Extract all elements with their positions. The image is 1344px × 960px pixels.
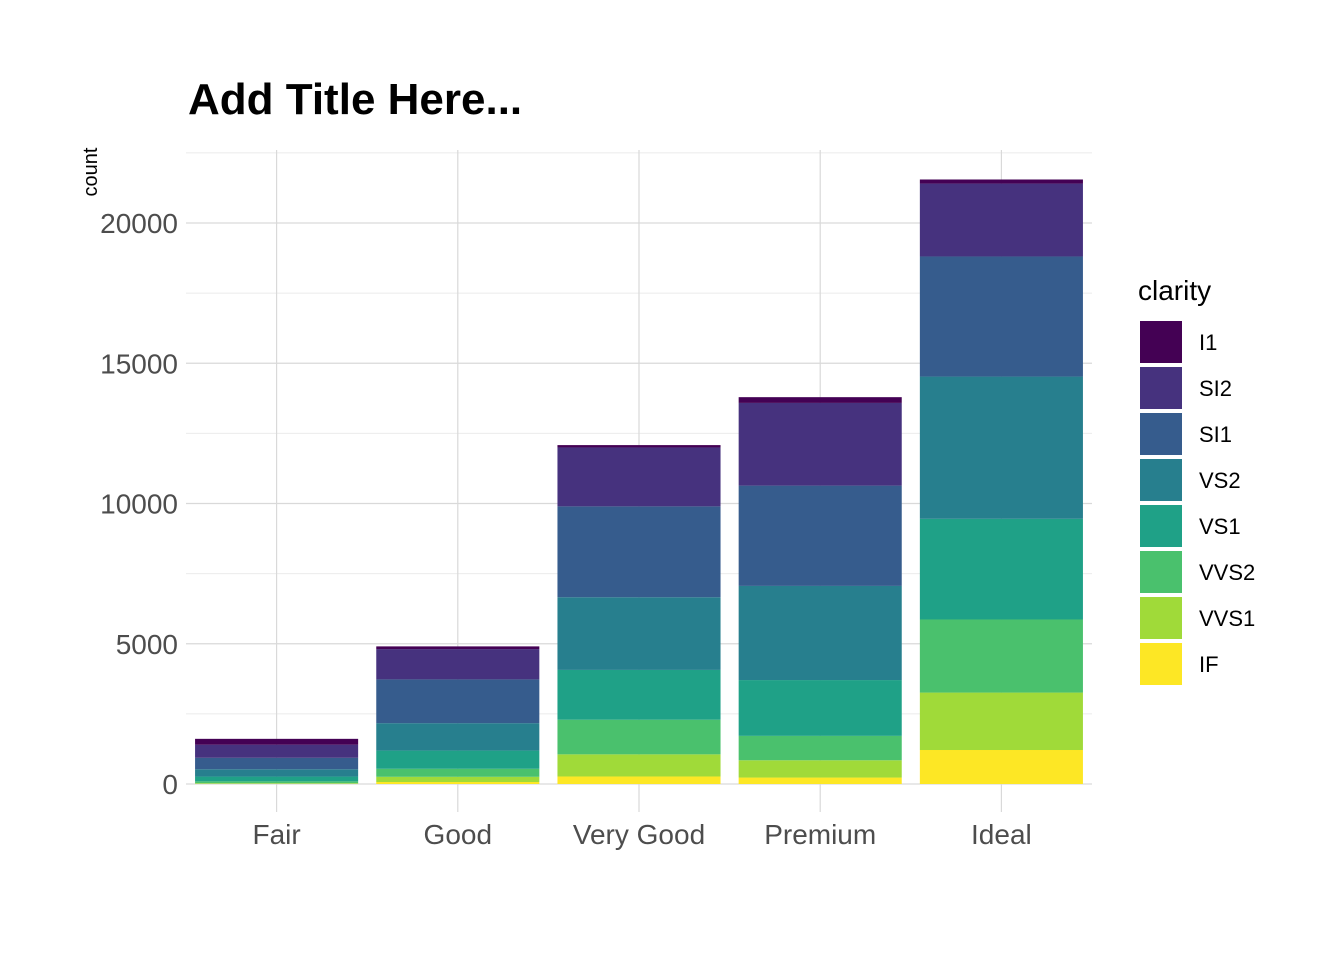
bar-segment-very-good-vs2 — [557, 597, 721, 670]
legend-items: I1 SI2 SI1 VS2 VS1 VVS2 VVS1 IF — [1140, 321, 1255, 685]
y-tick-label: 10000 — [100, 489, 178, 520]
bar-segment-good-si1 — [376, 679, 540, 724]
bar-segment-good-vs1 — [376, 750, 540, 769]
bar-segment-ideal-i1 — [919, 179, 1083, 184]
bar-segment-very-good-i1 — [557, 445, 721, 448]
x-tick-label: Premium — [764, 819, 876, 850]
legend-label-vvs1: VVS1 — [1199, 606, 1255, 631]
bar-segment-premium-si2 — [738, 402, 902, 486]
x-tick-label: Fair — [252, 819, 300, 850]
bar-segment-fair-si1 — [195, 757, 359, 770]
bar-segment-good-if — [376, 782, 540, 784]
bar-segment-good-i1 — [376, 646, 540, 650]
bar-segment-good-vvs2 — [376, 768, 540, 777]
bar-segment-very-good-vs1 — [557, 669, 721, 720]
bar-segment-fair-i1 — [195, 738, 359, 745]
y-tick-labels: 0 5000 10000 15000 20000 — [100, 208, 178, 800]
bar-segment-ideal-if — [919, 750, 1083, 784]
bar-segment-ideal-si1 — [919, 256, 1083, 377]
bar-segment-premium-vs1 — [738, 680, 902, 736]
y-tick-label: 5000 — [116, 629, 178, 660]
bars — [195, 179, 1083, 784]
legend-label-vs2: VS2 — [1199, 468, 1241, 493]
bar-segment-ideal-vvs1 — [919, 692, 1083, 751]
legend-key-if — [1140, 643, 1182, 685]
legend-label-i1: I1 — [1199, 330, 1217, 355]
bar-segment-premium-if — [738, 777, 902, 784]
bar-segment-premium-vs2 — [738, 585, 902, 681]
legend-key-vvs2 — [1140, 551, 1182, 593]
bar-segment-ideal-si2 — [919, 183, 1083, 257]
legend-label-si1: SI1 — [1199, 422, 1232, 447]
legend-label-vvs2: VVS2 — [1199, 560, 1255, 585]
x-tick-labels: Fair Good Very Good Premium Ideal — [252, 819, 1031, 850]
bar-segment-very-good-vvs2 — [557, 719, 721, 755]
bar-segment-ideal-vvs2 — [919, 619, 1083, 693]
bar-segment-premium-si1 — [738, 485, 902, 586]
x-tick-label: Good — [424, 819, 493, 850]
chart-title: Add Title Here... — [188, 75, 522, 124]
bar-segment-ideal-vs1 — [919, 518, 1083, 620]
bar-segment-very-good-vvs1 — [557, 754, 721, 777]
legend-key-i1 — [1140, 321, 1182, 363]
x-tick-label: Very Good — [573, 819, 705, 850]
bar-segment-good-vvs1 — [376, 776, 540, 783]
legend-key-si1 — [1140, 413, 1182, 455]
bar-segment-good-vs2 — [376, 723, 540, 751]
y-tick-label: 20000 — [100, 208, 178, 239]
bar-segment-very-good-if — [557, 776, 721, 784]
legend-key-si2 — [1140, 367, 1182, 409]
bar-segment-fair-vvs2 — [195, 781, 359, 784]
bar-segment-good-si2 — [376, 649, 540, 680]
x-tick-label: Ideal — [971, 819, 1032, 850]
bar-segment-fair-vs1 — [195, 776, 359, 782]
y-tick-label: 0 — [162, 769, 178, 800]
bar-segment-very-good-si2 — [557, 447, 721, 507]
bar-segment-fair-vs2 — [195, 769, 359, 777]
legend-label-vs1: VS1 — [1199, 514, 1241, 539]
bar-segment-premium-vvs1 — [738, 760, 902, 778]
legend-title: clarity — [1138, 275, 1211, 306]
legend-key-vs1 — [1140, 505, 1182, 547]
bar-segment-fair-si2 — [195, 744, 359, 758]
bar-segment-ideal-vs2 — [919, 376, 1083, 519]
bar-segment-premium-i1 — [738, 397, 902, 403]
legend: clarity I1 SI2 SI1 VS2 VS1 VVS2 VVS1 IF — [1138, 275, 1255, 685]
y-tick-label: 15000 — [100, 348, 178, 379]
legend-key-vs2 — [1140, 459, 1182, 501]
legend-key-vvs1 — [1140, 597, 1182, 639]
legend-label-if: IF — [1199, 652, 1219, 677]
bar-segment-very-good-si1 — [557, 506, 721, 598]
bar-segment-premium-vvs2 — [738, 735, 902, 761]
legend-label-si2: SI2 — [1199, 376, 1232, 401]
y-axis-title: count — [80, 147, 102, 196]
